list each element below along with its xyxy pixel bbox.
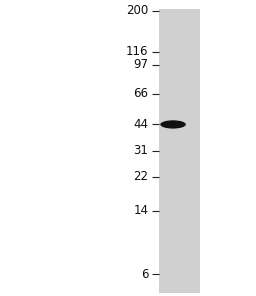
Text: 22: 22	[133, 170, 148, 183]
Text: 116: 116	[126, 45, 148, 58]
Bar	[159, 9, 200, 293]
Text: 6: 6	[141, 268, 148, 281]
Text: 200: 200	[126, 4, 148, 17]
Text: 14: 14	[133, 204, 148, 217]
Text: 44: 44	[133, 118, 148, 131]
Text: 97: 97	[133, 59, 148, 71]
Text: 66: 66	[133, 87, 148, 100]
Text: 31: 31	[134, 144, 148, 157]
Ellipse shape	[160, 120, 186, 128]
